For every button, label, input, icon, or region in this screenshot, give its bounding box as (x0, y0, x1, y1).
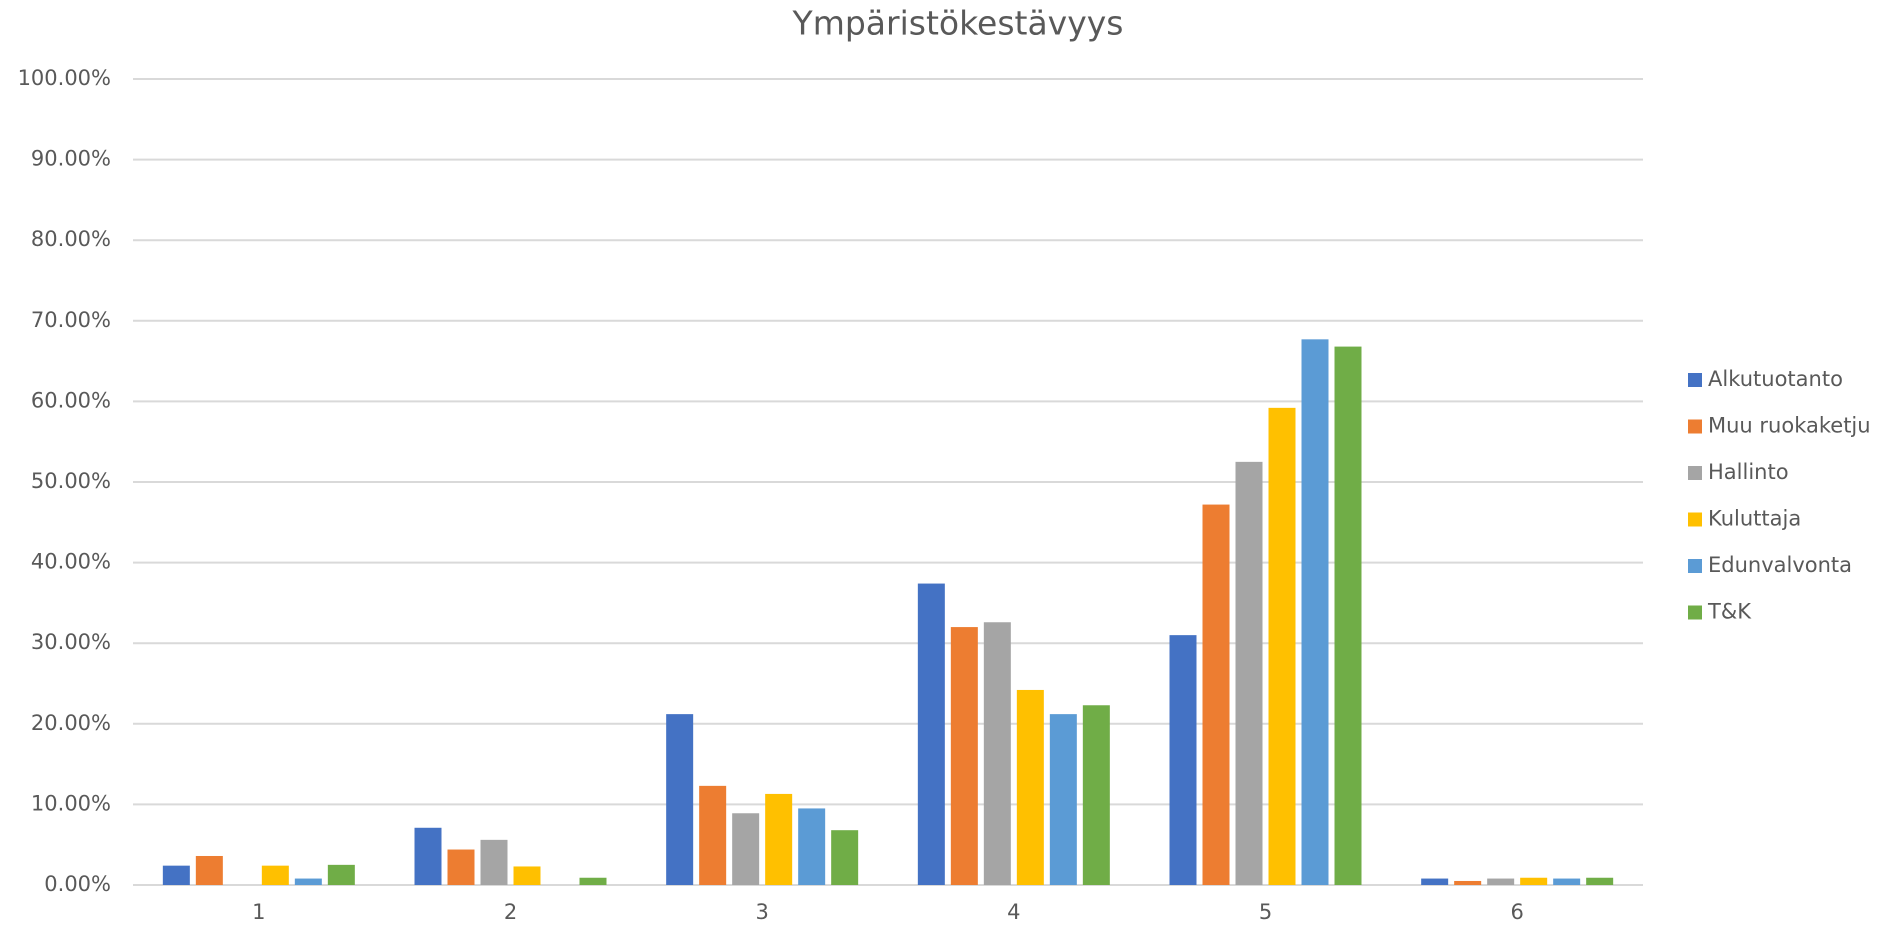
bar (1082, 705, 1110, 885)
bar (327, 864, 355, 885)
bar (983, 622, 1011, 885)
bar (798, 808, 826, 885)
y-tick-label: 50.00% (31, 469, 111, 493)
bar (447, 849, 475, 885)
bar (162, 865, 190, 885)
bar (1202, 504, 1230, 885)
chart-title: Ympäristökestävyys (792, 4, 1124, 43)
y-tick-label: 20.00% (31, 711, 111, 735)
bar (1169, 635, 1197, 885)
y-tick-label: 10.00% (31, 791, 111, 815)
y-tick-label: 40.00% (31, 550, 111, 574)
y-tick-label: 80.00% (31, 227, 111, 251)
x-tick-label: 4 (1007, 900, 1020, 924)
x-tick-label: 2 (504, 900, 517, 924)
bar (195, 855, 223, 885)
bar (1049, 714, 1077, 885)
legend-label: Muu ruokaketju (1708, 414, 1871, 438)
x-tick-label: 1 (252, 900, 265, 924)
bar (1334, 346, 1362, 885)
bar (699, 785, 727, 885)
y-tick-label: 0.00% (44, 872, 111, 896)
bar (1235, 461, 1263, 885)
bar (414, 827, 442, 885)
legend-swatch (1688, 605, 1702, 620)
legend-swatch (1688, 373, 1702, 387)
legend-swatch (1688, 466, 1702, 480)
bar (666, 714, 694, 885)
bar (917, 583, 945, 885)
legend-swatch (1688, 512, 1702, 527)
legend-label: Alkutuotanto (1708, 367, 1843, 391)
y-tick-label: 60.00% (31, 388, 111, 412)
bar (513, 866, 541, 885)
legend-swatch (1688, 559, 1702, 573)
x-tick-label: 6 (1510, 900, 1523, 924)
y-tick-label: 30.00% (31, 630, 111, 654)
x-tick-label: 3 (755, 900, 768, 924)
bar (1301, 339, 1329, 885)
bar (765, 793, 793, 885)
bar (732, 813, 760, 885)
bar (1586, 877, 1614, 885)
bar (831, 830, 859, 885)
bar (1454, 880, 1482, 885)
bar (1421, 878, 1449, 885)
bar (1268, 407, 1296, 885)
bar (579, 877, 607, 885)
bar (950, 627, 978, 885)
legend-label: T&K (1707, 600, 1752, 624)
legend-label: Edunvalvonta (1708, 553, 1852, 577)
legend-label: Kuluttaja (1708, 507, 1801, 531)
bar (1520, 877, 1548, 885)
legend-label: Hallinto (1708, 460, 1789, 484)
bar (294, 878, 322, 885)
bar (480, 839, 508, 885)
y-tick-label: 90.00% (31, 147, 111, 171)
bar (261, 865, 289, 885)
bar (1487, 878, 1515, 885)
bar (1553, 878, 1581, 885)
y-tick-label: 100.00% (18, 66, 111, 90)
x-tick-label: 5 (1259, 900, 1272, 924)
legend-swatch (1688, 419, 1702, 434)
bar (1016, 689, 1044, 885)
y-tick-label: 70.00% (31, 308, 111, 332)
